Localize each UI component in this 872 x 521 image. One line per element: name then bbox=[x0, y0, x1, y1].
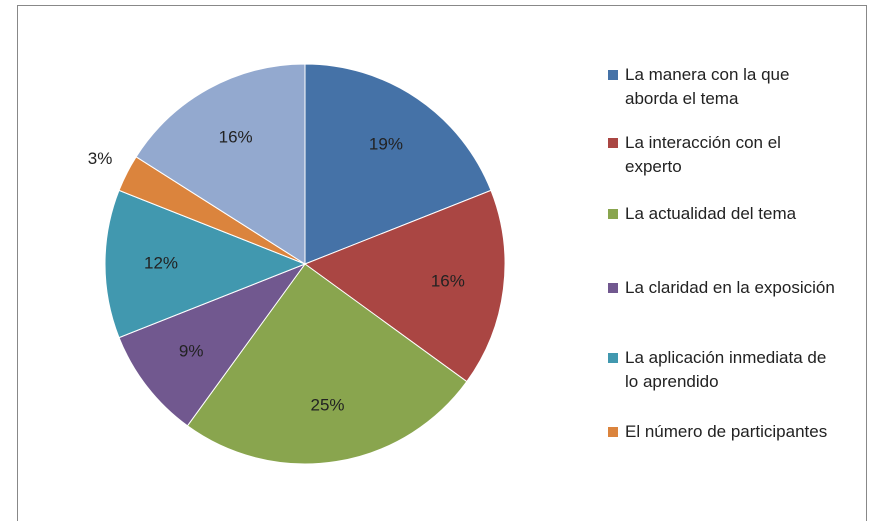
data-label: 3% bbox=[88, 149, 113, 168]
legend-entry: La interacción con el experto bbox=[608, 131, 848, 179]
legend-marker bbox=[608, 138, 618, 148]
legend-marker bbox=[608, 70, 618, 80]
pie-slice bbox=[303, 189, 506, 383]
legend-marker bbox=[608, 427, 618, 437]
data-label: 9% bbox=[179, 342, 204, 361]
legend-label: El número de participantes bbox=[625, 422, 828, 441]
legend-label: La interacción con el experto bbox=[625, 133, 781, 176]
legend-label: La manera con la que aborda el tema bbox=[625, 65, 790, 108]
legend-entry: La aplicación inmediata de lo aprendido bbox=[608, 346, 848, 394]
legend-marker bbox=[608, 209, 618, 219]
pie-slice bbox=[135, 63, 306, 265]
chart-frame bbox=[17, 5, 867, 521]
legend-entry: El número de participantes bbox=[608, 420, 848, 444]
legend-label: La aplicación inmediata de lo aprendido bbox=[625, 348, 827, 391]
data-label: 16% bbox=[431, 272, 465, 291]
legend-label: La claridad en la exposición bbox=[625, 278, 835, 297]
data-label: 12% bbox=[144, 253, 178, 272]
legend-entry: La claridad en la exposición bbox=[608, 276, 848, 300]
legend-entry: La manera con la que aborda el tema bbox=[608, 63, 848, 111]
data-label: 19% bbox=[369, 134, 403, 153]
data-label: 16% bbox=[219, 127, 253, 146]
data-label: 25% bbox=[311, 396, 345, 415]
legend-label: La actualidad del tema bbox=[625, 204, 797, 223]
legend-marker bbox=[608, 283, 618, 293]
pie-slice bbox=[186, 263, 468, 465]
legend-entry: La actualidad del tema bbox=[608, 202, 848, 226]
pie-slice bbox=[304, 63, 492, 265]
pie-slice bbox=[104, 189, 307, 339]
legend-marker bbox=[608, 353, 618, 363]
pie-slice bbox=[118, 262, 307, 427]
